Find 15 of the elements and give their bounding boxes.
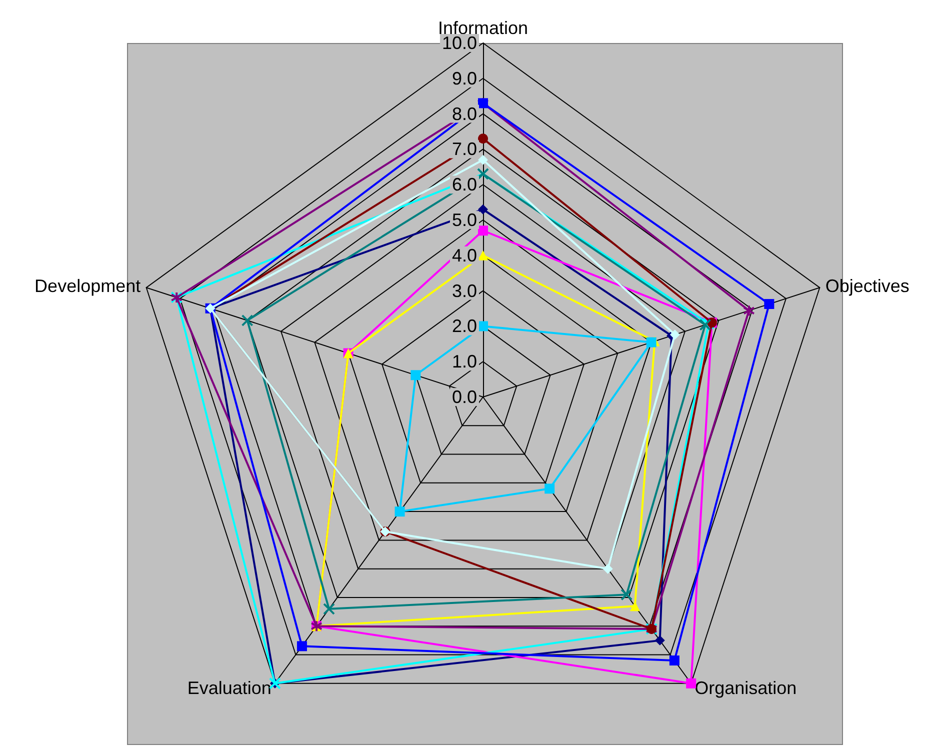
y-tick-label: 0.0: [452, 387, 477, 407]
y-tick-label: 6.0: [452, 174, 477, 195]
y-tick-label: 5.0: [452, 210, 477, 230]
y-tick-label: 3.0: [452, 280, 477, 301]
y-tick-label: 1.0: [452, 352, 477, 372]
y-tick-label: 7.0: [452, 139, 477, 160]
y-tick-label: 9.0: [452, 68, 477, 88]
y-tick-label: 10.0: [442, 33, 477, 53]
y-tick-label: 2.0: [452, 316, 477, 336]
spoke-label: Organisation: [694, 678, 797, 698]
spoke-label: Development: [34, 276, 141, 296]
y-tick-label: 4.0: [452, 245, 477, 266]
spoke-label: Evaluation: [187, 678, 272, 698]
spoke-label: Objectives: [825, 276, 910, 296]
y-tick-label: 8.0: [452, 104, 477, 124]
